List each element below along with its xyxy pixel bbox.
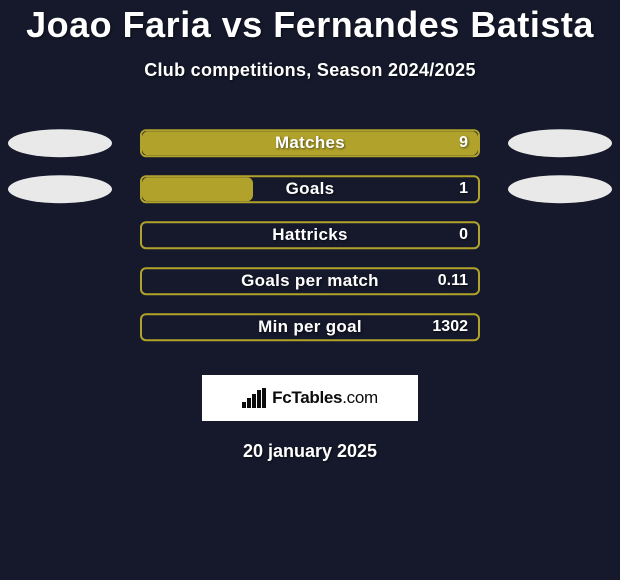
stat-value: 1 (459, 180, 468, 198)
stat-row: Matches9 (0, 123, 620, 169)
stat-value: 0 (459, 226, 468, 244)
brand-suffix: .com (342, 388, 378, 407)
stat-rows: Matches9Goals1Hattricks0Goals per match0… (0, 123, 620, 353)
stat-row: Goals per match0.11 (0, 261, 620, 307)
player-left-marker (8, 129, 112, 157)
stat-value: 1302 (432, 318, 468, 336)
stat-row: Goals1 (0, 169, 620, 215)
stat-bar: Min per goal1302 (140, 313, 480, 341)
brand-box[interactable]: FcTables.com (202, 375, 418, 421)
player-right-marker (508, 129, 612, 157)
brand-name: FcTables (272, 388, 342, 407)
stat-value: 0.11 (438, 272, 468, 290)
comparison-card: Joao Faria vs Fernandes Batista Club com… (0, 0, 620, 580)
subtitle: Club competitions, Season 2024/2025 (0, 60, 620, 81)
page-title: Joao Faria vs Fernandes Batista (0, 4, 620, 46)
player-left-marker (8, 175, 112, 203)
player-right-marker (508, 175, 612, 203)
brand-text: FcTables.com (272, 388, 378, 408)
stat-bar: Hattricks0 (140, 221, 480, 249)
stat-bar: Matches9 (140, 129, 480, 157)
stat-bar: Goals per match0.11 (140, 267, 480, 295)
stat-row: Min per goal1302 (0, 307, 620, 353)
stat-bar-fill (142, 177, 253, 201)
stat-label: Goals per match (142, 271, 478, 291)
stat-row: Hattricks0 (0, 215, 620, 261)
stat-label: Hattricks (142, 225, 478, 245)
barchart-icon (242, 388, 266, 408)
stat-bar-fill (142, 131, 478, 155)
stat-label: Min per goal (142, 317, 478, 337)
stat-bar: Goals1 (140, 175, 480, 203)
date-text: 20 january 2025 (0, 441, 620, 462)
